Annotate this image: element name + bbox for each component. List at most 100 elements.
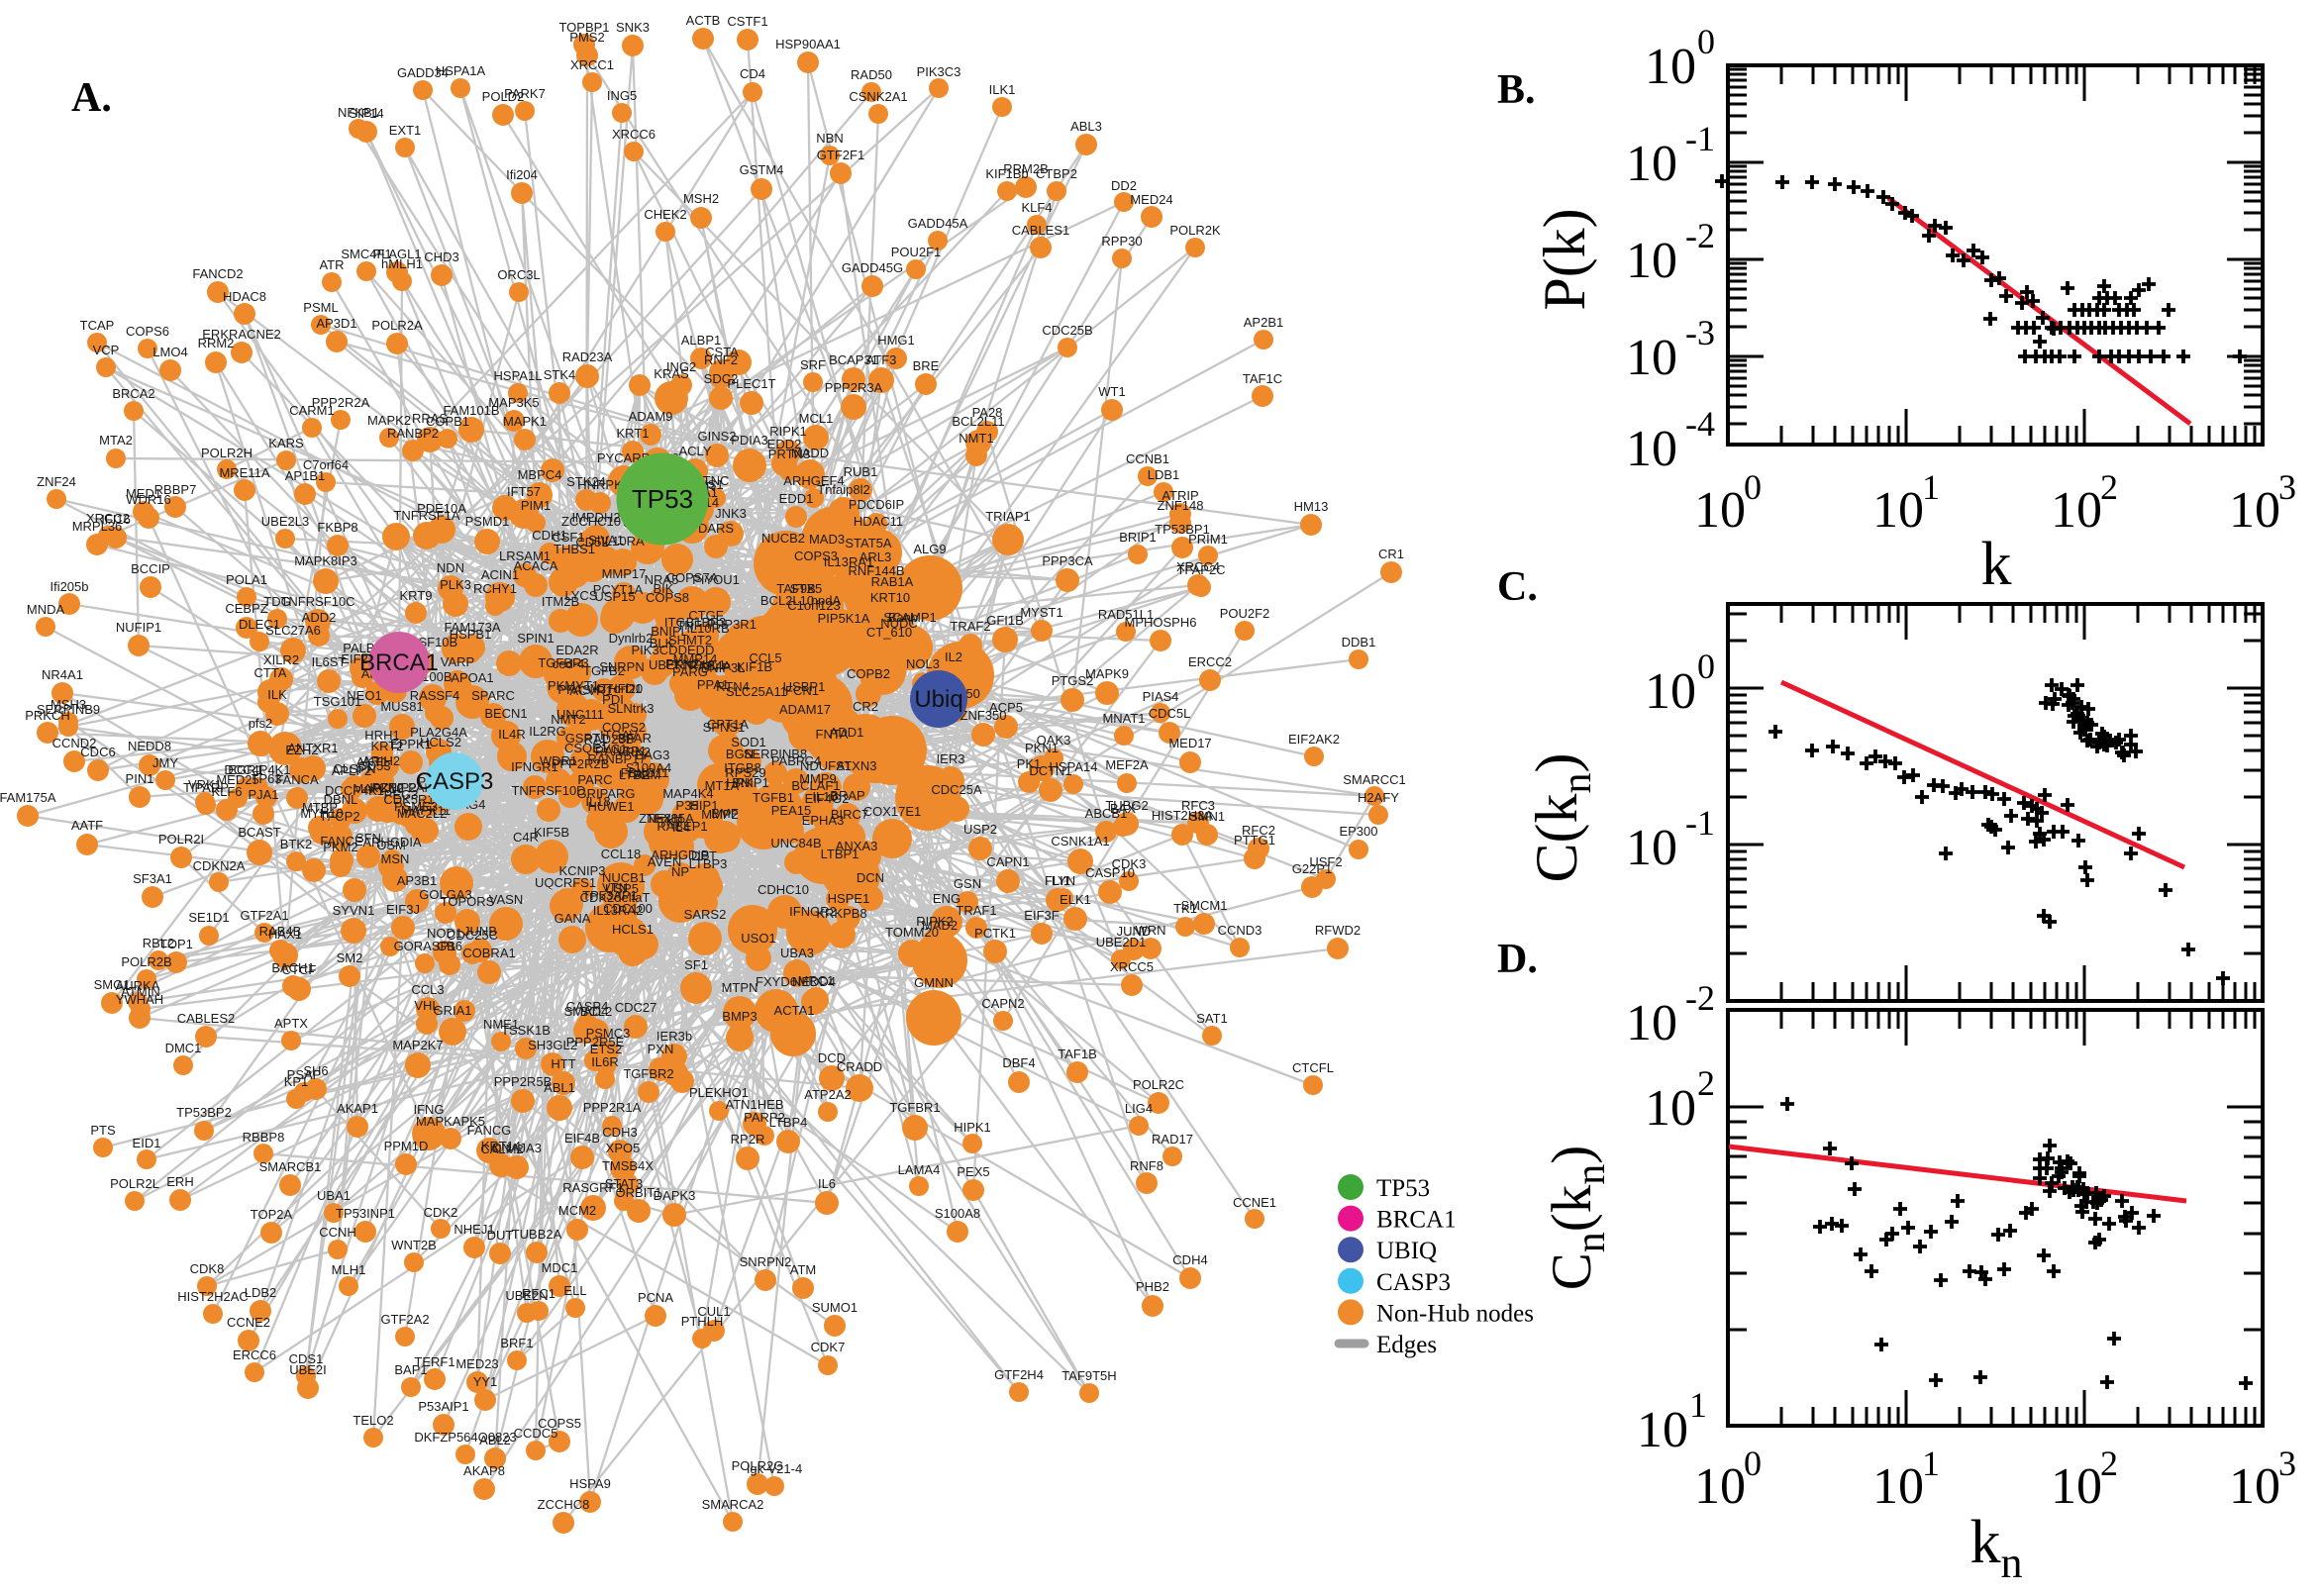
svg-text:SMARCB1: SMARCB1 [259, 1159, 322, 1174]
svg-text:BGN: BGN [726, 747, 754, 761]
svg-text:PDI: PDI [602, 692, 624, 707]
svg-text:CDS1: CDS1 [289, 1351, 324, 1366]
svg-text:NBN: NBN [816, 131, 843, 146]
svg-text:COX17E1: COX17E1 [863, 804, 922, 819]
svg-text:ATR: ATR [319, 257, 344, 272]
svg-text:VTN: VTN [602, 880, 628, 895]
svg-text:HRH1: HRH1 [364, 728, 399, 743]
svg-text:RNF144B: RNF144B [848, 563, 904, 578]
svg-text:BRAP: BRAP [830, 788, 864, 803]
svg-text:PEA15: PEA15 [771, 803, 811, 818]
svg-text:IFT57: IFT57 [507, 484, 541, 499]
svg-text:UBE2I: UBE2I [289, 1362, 327, 1377]
svg-text:PTHLH: PTHLH [681, 1314, 724, 1329]
svg-text:LMO4: LMO4 [152, 345, 187, 359]
svg-text:Igk-V21-4: Igk-V21-4 [747, 1461, 802, 1476]
svg-text:ATM: ATM [790, 1262, 816, 1277]
svg-text:3: 3 [2278, 467, 2296, 507]
svg-text:CDK2deltaT: CDK2deltaT [580, 890, 651, 905]
svg-text:B.: B. [1497, 67, 1536, 113]
svg-text:LDB2: LDB2 [245, 1285, 277, 1300]
svg-text:ERCC2: ERCC2 [1188, 654, 1232, 669]
svg-text:PDIA3: PDIA3 [731, 433, 768, 448]
svg-text:TGFBR3: TGFBR3 [538, 655, 588, 670]
svg-text:3: 3 [2278, 1444, 2296, 1483]
svg-text:CASP4: CASP4 [566, 999, 609, 1014]
svg-text:RUB1: RUB1 [844, 464, 878, 479]
svg-text:MAPK11: MAPK11 [401, 803, 451, 818]
svg-text:KIF1Bb: KIF1Bb [985, 166, 1028, 181]
svg-text:ACACA: ACACA [514, 558, 558, 573]
svg-text:NME1: NME1 [483, 1017, 519, 1032]
svg-text:BMP3: BMP3 [722, 1009, 757, 1024]
svg-text:Non-Hub nodes: Non-Hub nodes [1376, 1300, 1534, 1327]
svg-text:CSQE1: CSQE1 [564, 741, 608, 755]
svg-text:FNTA: FNTA [816, 727, 849, 742]
svg-text:KRT10: KRT10 [870, 590, 910, 605]
svg-text:NEDD8: NEDD8 [128, 739, 171, 753]
svg-text:TGFBR2: TGFBR2 [623, 1066, 673, 1081]
svg-text:TFAP2C: TFAP2C [1176, 562, 1225, 577]
svg-text:MBPC4: MBPC4 [518, 467, 562, 482]
svg-text:ATXN3: ATXN3 [837, 758, 877, 773]
svg-text:DMC1: DMC1 [165, 1041, 202, 1055]
svg-text:FANCD2: FANCD2 [192, 266, 243, 281]
svg-text:USP15: USP15 [594, 589, 635, 604]
svg-text:TRIAP1: TRIAP1 [985, 509, 1031, 524]
svg-text:G22P1: G22P1 [1292, 861, 1332, 876]
svg-text:BRIP1: BRIP1 [1119, 530, 1157, 545]
svg-text:XPO5: XPO5 [606, 1141, 641, 1155]
svg-text:WDR16: WDR16 [126, 492, 171, 507]
svg-text:MYST1: MYST1 [1020, 605, 1062, 620]
svg-text:FBXO11: FBXO11 [621, 765, 669, 780]
svg-text:P35: P35 [675, 798, 698, 813]
svg-text:SNK3: SNK3 [616, 20, 650, 35]
svg-text:ERCC6: ERCC6 [233, 1347, 276, 1362]
svg-text:COPB1: COPB1 [426, 414, 469, 429]
svg-text:CSF1: CSF1 [552, 530, 584, 545]
svg-text:PSMC3: PSMC3 [586, 1026, 631, 1041]
svg-text:MAD2: MAD2 [922, 918, 958, 933]
svg-text:PPP2R1A: PPP2R1A [583, 1100, 642, 1115]
svg-text:RASGRF1: RASGRF1 [562, 1180, 623, 1195]
svg-text:TSSK1B: TSSK1B [501, 1023, 551, 1038]
svg-text:GORASP1: GORASP1 [394, 939, 456, 953]
svg-text:GMNN: GMNN [914, 975, 954, 990]
svg-text:PARG: PARG [672, 664, 708, 679]
svg-text:DAPK3: DAPK3 [654, 1188, 696, 1203]
svg-text:RCHY1: RCHY1 [473, 581, 517, 596]
svg-text:PIAS4: PIAS4 [1143, 689, 1179, 704]
svg-text:pfs2: pfs2 [249, 716, 273, 731]
svg-text:DLEC1: DLEC1 [239, 617, 280, 632]
svg-text:UNC111: UNC111 [556, 707, 604, 722]
svg-text:1: 1 [1922, 1444, 1940, 1483]
svg-text:10: 10 [1626, 330, 1677, 386]
svg-text:MSN: MSN [381, 851, 410, 866]
svg-text:ITGAV: ITGAV [600, 728, 638, 743]
svg-text:HIST2H2AC: HIST2H2AC [177, 1289, 249, 1304]
svg-text:KIF5B: KIF5B [534, 825, 569, 840]
svg-text:-2: -2 [1685, 978, 1715, 1018]
svg-text:MAP4K4: MAP4K4 [662, 786, 713, 801]
svg-text:PPP3CA: PPP3CA [1042, 553, 1093, 568]
svg-text:TKT: TKT [658, 814, 683, 829]
svg-text:MSH2: MSH2 [683, 191, 719, 206]
svg-text:CDH4: CDH4 [1172, 1252, 1207, 1267]
svg-text:CDC6: CDC6 [80, 745, 115, 759]
svg-text:CD4: CD4 [740, 66, 765, 81]
svg-text:ZNF350: ZNF350 [960, 708, 1007, 723]
svg-text:NMT2: NMT2 [551, 712, 585, 727]
svg-text:COPS6: COPS6 [126, 324, 169, 339]
svg-text:IL2RG: IL2RG [529, 724, 566, 739]
svg-text:CPT1A: CPT1A [707, 717, 749, 732]
svg-text:CCNH: CCNH [319, 1225, 356, 1240]
svg-text:XRCC2: XRCC2 [86, 511, 130, 526]
svg-text:GADD34: GADD34 [397, 65, 449, 80]
svg-text:MMP9: MMP9 [799, 771, 837, 786]
svg-text:ZCCHC8: ZCCHC8 [538, 1497, 590, 1512]
svg-text:TNC: TNC [703, 473, 730, 488]
svg-text:PFAS: PFAS [557, 682, 591, 697]
svg-text:HSPA14: HSPA14 [1050, 759, 1098, 774]
svg-text:IMPDH2: IMPDH2 [571, 510, 620, 525]
svg-text:MMP2: MMP2 [701, 807, 739, 822]
